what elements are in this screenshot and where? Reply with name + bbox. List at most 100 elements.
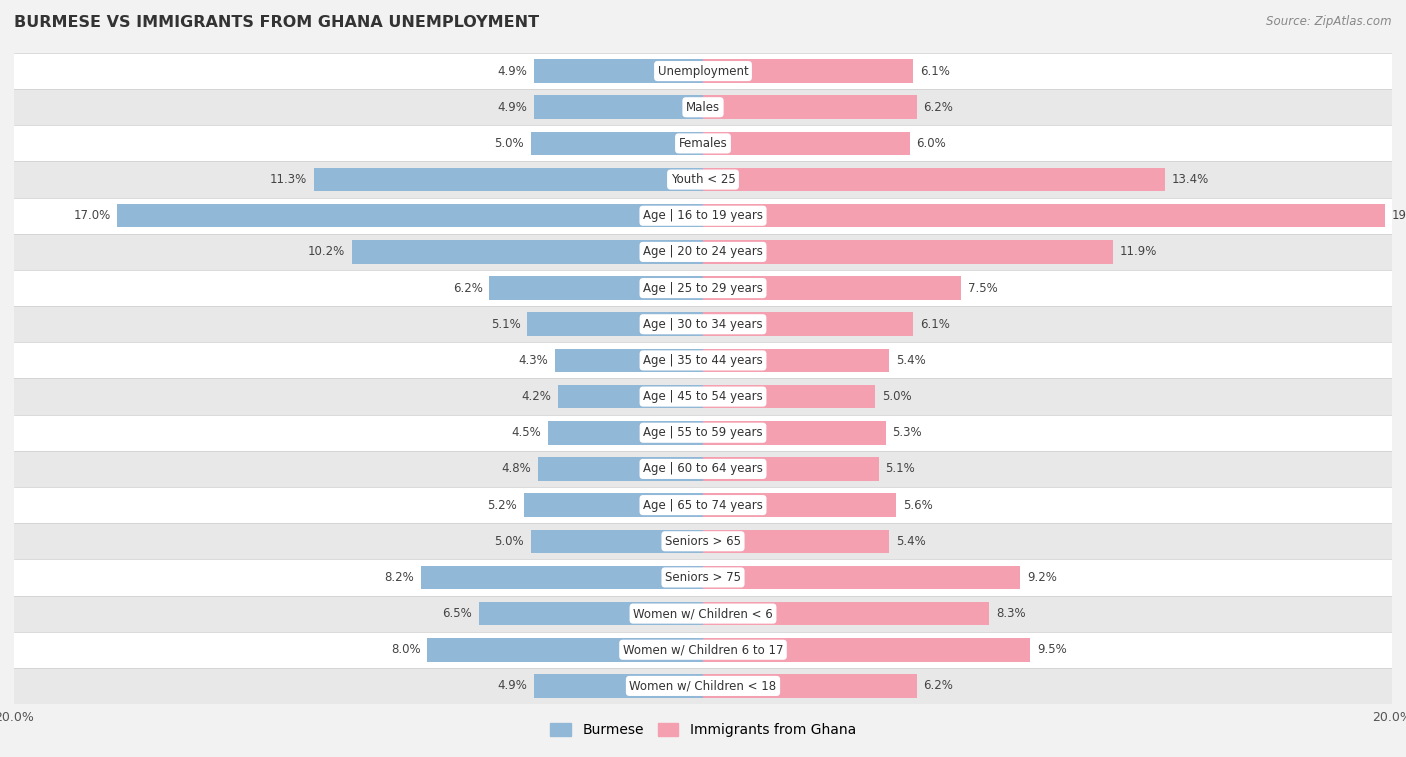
Text: 4.9%: 4.9% bbox=[498, 64, 527, 77]
Text: Age | 30 to 34 years: Age | 30 to 34 years bbox=[643, 318, 763, 331]
Bar bbox=[314, 168, 703, 192]
Bar bbox=[534, 95, 703, 119]
Bar bbox=[14, 668, 1392, 704]
Text: 4.9%: 4.9% bbox=[498, 680, 527, 693]
Text: 5.0%: 5.0% bbox=[495, 534, 524, 548]
Text: 4.8%: 4.8% bbox=[501, 463, 531, 475]
Text: 9.2%: 9.2% bbox=[1026, 571, 1057, 584]
Bar bbox=[14, 378, 1392, 415]
Bar bbox=[703, 674, 917, 698]
Bar bbox=[548, 421, 703, 444]
Text: 6.0%: 6.0% bbox=[917, 137, 946, 150]
Bar bbox=[479, 602, 703, 625]
Text: 4.2%: 4.2% bbox=[522, 390, 551, 403]
Bar bbox=[703, 204, 1385, 228]
Bar bbox=[489, 276, 703, 300]
Text: Females: Females bbox=[679, 137, 727, 150]
Bar bbox=[14, 559, 1392, 596]
Bar bbox=[534, 674, 703, 698]
Text: 8.2%: 8.2% bbox=[384, 571, 413, 584]
Text: Youth < 25: Youth < 25 bbox=[671, 173, 735, 186]
Text: Women w/ Children < 6: Women w/ Children < 6 bbox=[633, 607, 773, 620]
Text: 5.6%: 5.6% bbox=[903, 499, 932, 512]
Bar bbox=[117, 204, 703, 228]
Text: Age | 20 to 24 years: Age | 20 to 24 years bbox=[643, 245, 763, 258]
Bar bbox=[352, 240, 703, 263]
Bar bbox=[703, 276, 962, 300]
Bar bbox=[14, 596, 1392, 631]
Text: 5.0%: 5.0% bbox=[495, 137, 524, 150]
Bar bbox=[14, 487, 1392, 523]
Bar bbox=[14, 342, 1392, 378]
Text: 5.1%: 5.1% bbox=[491, 318, 520, 331]
Bar bbox=[703, 494, 896, 517]
Bar bbox=[703, 168, 1164, 192]
Bar bbox=[703, 565, 1019, 589]
Text: Males: Males bbox=[686, 101, 720, 114]
Bar bbox=[14, 451, 1392, 487]
Text: 4.3%: 4.3% bbox=[519, 354, 548, 367]
Bar bbox=[524, 494, 703, 517]
Bar bbox=[14, 161, 1392, 198]
Text: 5.2%: 5.2% bbox=[488, 499, 517, 512]
Bar bbox=[14, 523, 1392, 559]
Bar bbox=[703, 132, 910, 155]
Text: Age | 16 to 19 years: Age | 16 to 19 years bbox=[643, 209, 763, 223]
Bar bbox=[527, 313, 703, 336]
Bar bbox=[14, 270, 1392, 306]
Text: 6.2%: 6.2% bbox=[924, 680, 953, 693]
Bar bbox=[703, 638, 1031, 662]
Text: Age | 60 to 64 years: Age | 60 to 64 years bbox=[643, 463, 763, 475]
Bar bbox=[531, 529, 703, 553]
Text: BURMESE VS IMMIGRANTS FROM GHANA UNEMPLOYMENT: BURMESE VS IMMIGRANTS FROM GHANA UNEMPLO… bbox=[14, 15, 538, 30]
Text: 7.5%: 7.5% bbox=[969, 282, 998, 294]
Bar bbox=[420, 565, 703, 589]
Bar bbox=[703, 313, 912, 336]
Text: 17.0%: 17.0% bbox=[73, 209, 111, 223]
Text: Unemployment: Unemployment bbox=[658, 64, 748, 77]
Text: Age | 55 to 59 years: Age | 55 to 59 years bbox=[643, 426, 763, 439]
Text: Women w/ Children 6 to 17: Women w/ Children 6 to 17 bbox=[623, 643, 783, 656]
Text: 11.3%: 11.3% bbox=[270, 173, 307, 186]
Bar bbox=[531, 132, 703, 155]
Bar bbox=[534, 59, 703, 83]
Text: 5.3%: 5.3% bbox=[893, 426, 922, 439]
Bar bbox=[703, 529, 889, 553]
Text: 9.5%: 9.5% bbox=[1038, 643, 1067, 656]
Text: 10.2%: 10.2% bbox=[308, 245, 344, 258]
Text: 8.3%: 8.3% bbox=[995, 607, 1025, 620]
Text: 4.9%: 4.9% bbox=[498, 101, 527, 114]
Text: Age | 65 to 74 years: Age | 65 to 74 years bbox=[643, 499, 763, 512]
Bar bbox=[703, 457, 879, 481]
Text: Age | 25 to 29 years: Age | 25 to 29 years bbox=[643, 282, 763, 294]
Bar bbox=[703, 95, 917, 119]
Bar bbox=[703, 385, 875, 408]
Bar bbox=[14, 234, 1392, 270]
Bar bbox=[14, 415, 1392, 451]
Text: 6.1%: 6.1% bbox=[920, 64, 950, 77]
Bar bbox=[555, 349, 703, 372]
Text: 13.4%: 13.4% bbox=[1171, 173, 1209, 186]
Text: Age | 35 to 44 years: Age | 35 to 44 years bbox=[643, 354, 763, 367]
Text: 6.5%: 6.5% bbox=[443, 607, 472, 620]
Bar bbox=[703, 240, 1114, 263]
Text: 4.5%: 4.5% bbox=[512, 426, 541, 439]
Text: Women w/ Children < 18: Women w/ Children < 18 bbox=[630, 680, 776, 693]
Text: 5.0%: 5.0% bbox=[882, 390, 911, 403]
Text: Seniors > 75: Seniors > 75 bbox=[665, 571, 741, 584]
Bar bbox=[14, 126, 1392, 161]
Bar bbox=[703, 59, 912, 83]
Bar bbox=[14, 53, 1392, 89]
Bar bbox=[14, 89, 1392, 126]
Bar bbox=[14, 198, 1392, 234]
Bar bbox=[537, 457, 703, 481]
Text: 19.8%: 19.8% bbox=[1392, 209, 1406, 223]
Bar bbox=[14, 306, 1392, 342]
Bar bbox=[14, 631, 1392, 668]
Bar bbox=[427, 638, 703, 662]
Text: 5.1%: 5.1% bbox=[886, 463, 915, 475]
Text: 5.4%: 5.4% bbox=[896, 534, 925, 548]
Bar bbox=[703, 421, 886, 444]
Bar bbox=[703, 602, 988, 625]
Text: Source: ZipAtlas.com: Source: ZipAtlas.com bbox=[1267, 15, 1392, 28]
